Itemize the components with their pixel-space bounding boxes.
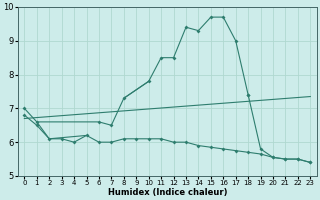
X-axis label: Humidex (Indice chaleur): Humidex (Indice chaleur) [108, 188, 227, 197]
